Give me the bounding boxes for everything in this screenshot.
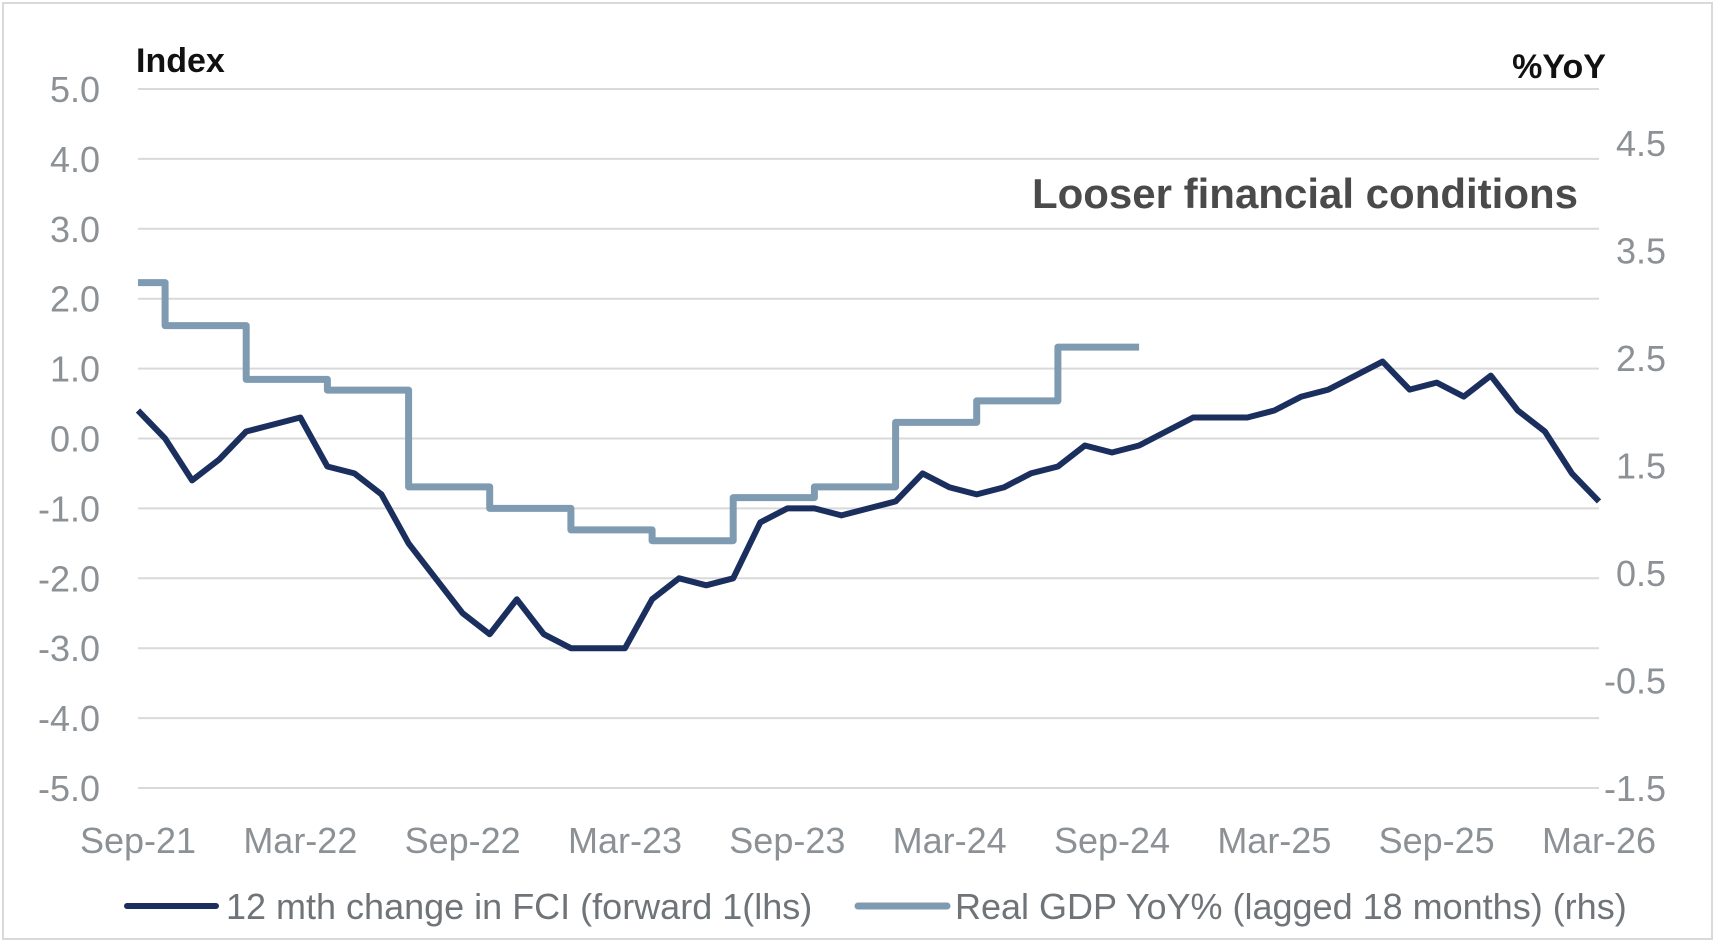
x-tick-label: Sep-22	[405, 820, 521, 861]
left-tick-label: 3.0	[50, 209, 100, 250]
annotation-looser-financial-conditions: Looser financial conditions	[1032, 170, 1578, 217]
right-tick-label: 1.5	[1616, 445, 1666, 486]
right-tick-label: 3.5	[1616, 230, 1666, 271]
left-tick-label: -3.0	[38, 628, 100, 669]
x-tick-label: Mar-25	[1217, 820, 1331, 861]
right-tick-label: 0.5	[1616, 553, 1666, 594]
x-tick-label: Mar-23	[568, 820, 682, 861]
right-tick-label: -1.5	[1604, 768, 1666, 809]
x-tick-label: Mar-26	[1542, 820, 1656, 861]
legend-label-gdp: Real GDP YoY% (lagged 18 months) (rhs)	[955, 886, 1627, 927]
right-tick-label: 4.5	[1616, 123, 1666, 164]
x-tick-label: Mar-24	[893, 820, 1007, 861]
right-tick-label: -0.5	[1604, 660, 1666, 701]
x-tick-label: Sep-21	[80, 820, 196, 861]
x-tick-label: Mar-22	[243, 820, 357, 861]
gridlines	[138, 88, 1599, 789]
left-tick-label: 2.0	[50, 279, 100, 320]
left-tick-label: 4.0	[50, 139, 100, 180]
series-line-real-gdp	[138, 279, 1140, 545]
series-line-fci	[135, 358, 1602, 652]
left-tick-label: -1.0	[38, 488, 100, 529]
right-axis-label: %YoY	[1512, 48, 1606, 86]
right-tick-label: 2.5	[1616, 338, 1666, 379]
left-tick-label: -2.0	[38, 558, 100, 599]
left-axis-ticks: 5.0 4.0 3.0 2.0 1.0 0.0 -1.0 -2.0 -3.0 -4.0 -5.0	[38, 69, 100, 809]
left-tick-label: -4.0	[38, 698, 100, 739]
right-axis-ticks: 4.5 3.5 2.5 1.5 0.5 -0.5 -1.5	[1604, 123, 1666, 809]
left-tick-label: -5.0	[38, 768, 100, 809]
x-tick-label: Sep-24	[1054, 820, 1170, 861]
left-tick-label: 1.0	[50, 349, 100, 390]
left-axis-label: Index	[136, 42, 225, 80]
x-tick-label: Sep-23	[729, 820, 845, 861]
x-tick-label: Sep-25	[1379, 820, 1495, 861]
x-axis-ticks: Sep-21 Mar-22 Sep-22 Mar-23 Sep-23 Mar-24 Sep-…	[80, 820, 1656, 861]
left-tick-label: 0.0	[50, 419, 100, 460]
legend: 12 mth change in FCI (forward 1(lhs) Rea…	[124, 886, 1627, 927]
legend-label-fci: 12 mth change in FCI (forward 1(lhs)	[226, 886, 812, 927]
left-tick-label: 5.0	[50, 69, 100, 110]
